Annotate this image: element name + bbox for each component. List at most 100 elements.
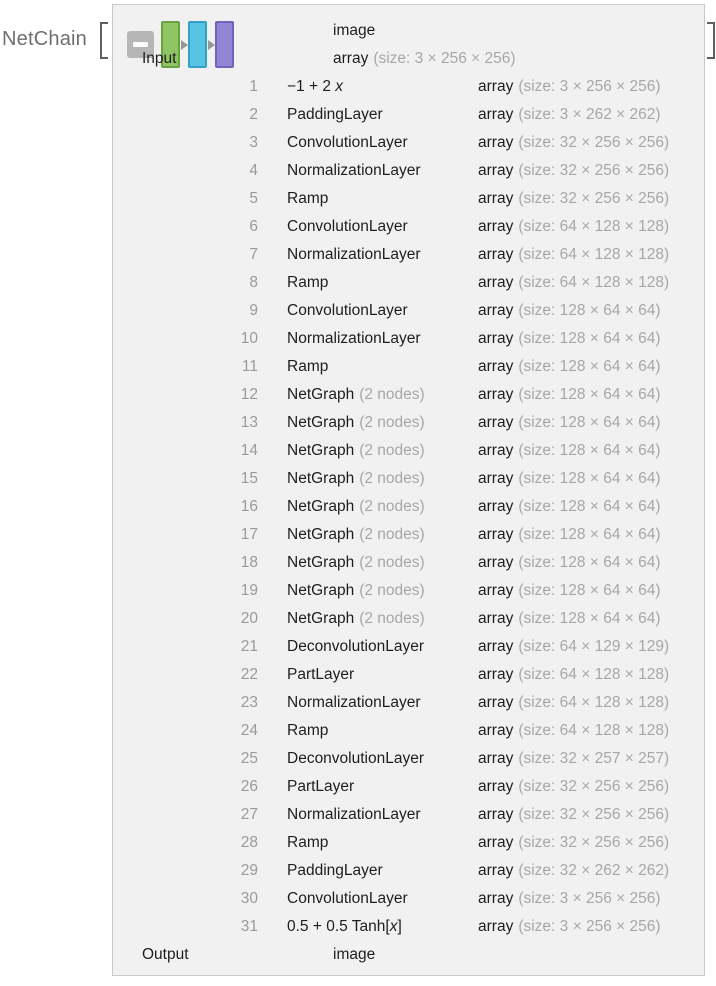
layer-note: (2 nodes) — [359, 498, 425, 515]
layer-name-text: DeconvolutionLayer — [287, 638, 425, 655]
layer-number: 1 — [249, 78, 258, 95]
layer-name-text: Ramp — [287, 834, 329, 851]
layer-name: PartLayer — [258, 773, 449, 801]
layer-output: array (size: 32 × 262 × 262) — [449, 857, 704, 885]
layer-name: ConvolutionLayer — [258, 129, 449, 157]
layer-output: array (size: 32 × 256 × 256) — [449, 773, 704, 801]
collapse-button[interactable] — [127, 31, 154, 58]
layer-output: array (size: 128 × 64 × 64) — [449, 297, 704, 325]
port-type: array — [478, 582, 514, 599]
layer-name-text: NetGraph — [287, 386, 355, 403]
layer-output: array (size: 128 × 64 × 64) — [449, 549, 704, 577]
layer-output: array (size: 64 × 128 × 128) — [449, 661, 704, 689]
array-size: (size: 32 × 257 × 257) — [518, 750, 670, 767]
layer-output: array (size: 128 × 64 × 64) — [449, 381, 704, 409]
layer-name-text: Ramp — [287, 274, 329, 291]
layer-note: (2 nodes) — [359, 582, 425, 599]
table-row: 27 NormalizationLayer array (size: 32 × 2… — [113, 801, 704, 829]
net-chain-icon — [161, 21, 236, 68]
array-size: (size: 32 × 256 × 256) — [518, 134, 670, 151]
layer-output: array (size: 64 × 128 × 128) — [449, 717, 704, 745]
layer-number: 6 — [249, 218, 258, 235]
layer-name: ConvolutionLayer — [258, 297, 449, 325]
layer-number: 2 — [249, 106, 258, 123]
array-size: (size: 32 × 256 × 256) — [518, 778, 670, 795]
table-row: 2 PaddingLayer array (size: 3 × 262 × 262… — [113, 101, 704, 129]
array-size: (size: 64 × 128 × 128) — [518, 246, 670, 263]
table-row: 7 NormalizationLayer array (size: 64 × 12… — [113, 241, 704, 269]
layer-output: array (size: 32 × 256 × 256) — [449, 185, 704, 213]
layer-name: Ramp — [258, 717, 449, 745]
array-size: (size: 32 × 256 × 256) — [518, 806, 670, 823]
layer-output: array (size: 128 × 64 × 64) — [449, 409, 704, 437]
layer-name: NetGraph (2 nodes) — [258, 605, 449, 633]
layer-name: 0.5 + 0.5 Tanh[x] — [258, 913, 449, 941]
table-row: 12 NetGraph (2 nodes) array (size: 128 × 6… — [113, 381, 704, 409]
layer-number: 18 — [240, 554, 258, 571]
layer-number: 26 — [240, 778, 258, 795]
port-type: array — [478, 78, 514, 95]
layer-output: array (size: 64 × 128 × 128) — [449, 213, 704, 241]
layer-output: array (size: 64 × 128 × 128) — [449, 689, 704, 717]
port-type: array — [478, 414, 514, 431]
table-row: 9 ConvolutionLayer array (size: 128 × 64 … — [113, 297, 704, 325]
layer-output: array (size: 3 × 256 × 256) — [304, 45, 704, 73]
layer-name-text: NetGraph — [287, 470, 355, 487]
layer-name-text: NormalizationLayer — [287, 162, 421, 179]
cyan-layer-icon — [188, 21, 207, 68]
layer-name-text: NetGraph — [287, 610, 355, 627]
layer-output: array (size: 3 × 256 × 256) — [449, 913, 704, 941]
array-size: (size: 32 × 262 × 262) — [518, 862, 670, 879]
array-size: (size: 128 × 64 × 64) — [518, 442, 661, 459]
layer-name-text: ConvolutionLayer — [287, 218, 408, 235]
layer-name-text: NetGraph — [287, 582, 355, 599]
layer-name-suffix: ] — [397, 918, 402, 935]
layer-number: 31 — [240, 918, 258, 935]
port-type: array — [478, 162, 514, 179]
port-type: array — [478, 918, 514, 935]
minus-icon — [133, 42, 148, 47]
layer-name-text: Input — [142, 50, 177, 67]
table-row: 20 NetGraph (2 nodes) array (size: 128 × 6… — [113, 605, 704, 633]
port-type: array — [478, 190, 514, 207]
layer-output: array (size: 128 × 64 × 64) — [449, 325, 704, 353]
layer-number: 28 — [240, 834, 258, 851]
layer-output: array (size: 3 × 256 × 256) — [449, 73, 704, 101]
table-row: 11 Ramp array (size: 128 × 64 × 64) — [113, 353, 704, 381]
table-row: 6 ConvolutionLayer array (size: 64 × 128 … — [113, 213, 704, 241]
layer-number: 23 — [240, 694, 258, 711]
layer-output: array (size: 32 × 257 × 257) — [449, 745, 704, 773]
layer-name-text: PaddingLayer — [287, 106, 383, 123]
table-row: 26 PartLayer array (size: 32 × 256 × 256) — [113, 773, 704, 801]
layer-name: NetGraph (2 nodes) — [258, 493, 449, 521]
layer-name-text: Ramp — [287, 190, 329, 207]
array-size: (size: 3 × 256 × 256) — [373, 50, 516, 67]
layer-output: array (size: 64 × 128 × 128) — [449, 241, 704, 269]
layer-output: array (size: 32 × 256 × 256) — [449, 157, 704, 185]
port-type: array — [478, 554, 514, 571]
array-size: (size: 64 × 128 × 128) — [518, 274, 670, 291]
layer-name-text: PaddingLayer — [287, 862, 383, 879]
port-type: array — [478, 358, 514, 375]
array-size: (size: 128 × 64 × 64) — [518, 582, 661, 599]
layer-output: array (size: 128 × 64 × 64) — [449, 605, 704, 633]
layer-output: array (size: 128 × 64 × 64) — [449, 437, 704, 465]
layer-name-variable: x — [335, 78, 344, 95]
layer-note: (2 nodes) — [359, 386, 425, 403]
layer-name-text: NormalizationLayer — [287, 694, 421, 711]
array-size: (size: 64 × 128 × 128) — [518, 218, 670, 235]
array-size: (size: 128 × 64 × 64) — [518, 414, 661, 431]
layer-note: (2 nodes) — [359, 554, 425, 571]
table-row: 14 NetGraph (2 nodes) array (size: 128 × 6… — [113, 437, 704, 465]
port-type: image — [333, 946, 376, 963]
layer-number: 15 — [240, 470, 258, 487]
table-row: 16 NetGraph (2 nodes) array (size: 128 × 6… — [113, 493, 704, 521]
table-row: 24 Ramp array (size: 64 × 128 × 128) — [113, 717, 704, 745]
layer-name-text: PartLayer — [287, 778, 355, 795]
layer-name: NormalizationLayer — [258, 241, 449, 269]
table-row: 22 PartLayer array (size: 64 × 128 × 128) — [113, 661, 704, 689]
array-size: (size: 64 × 128 × 128) — [518, 694, 670, 711]
layer-output: array (size: 32 × 256 × 256) — [449, 829, 704, 857]
layer-name-text: NetGraph — [287, 498, 355, 515]
layer-name: Ramp — [258, 185, 449, 213]
